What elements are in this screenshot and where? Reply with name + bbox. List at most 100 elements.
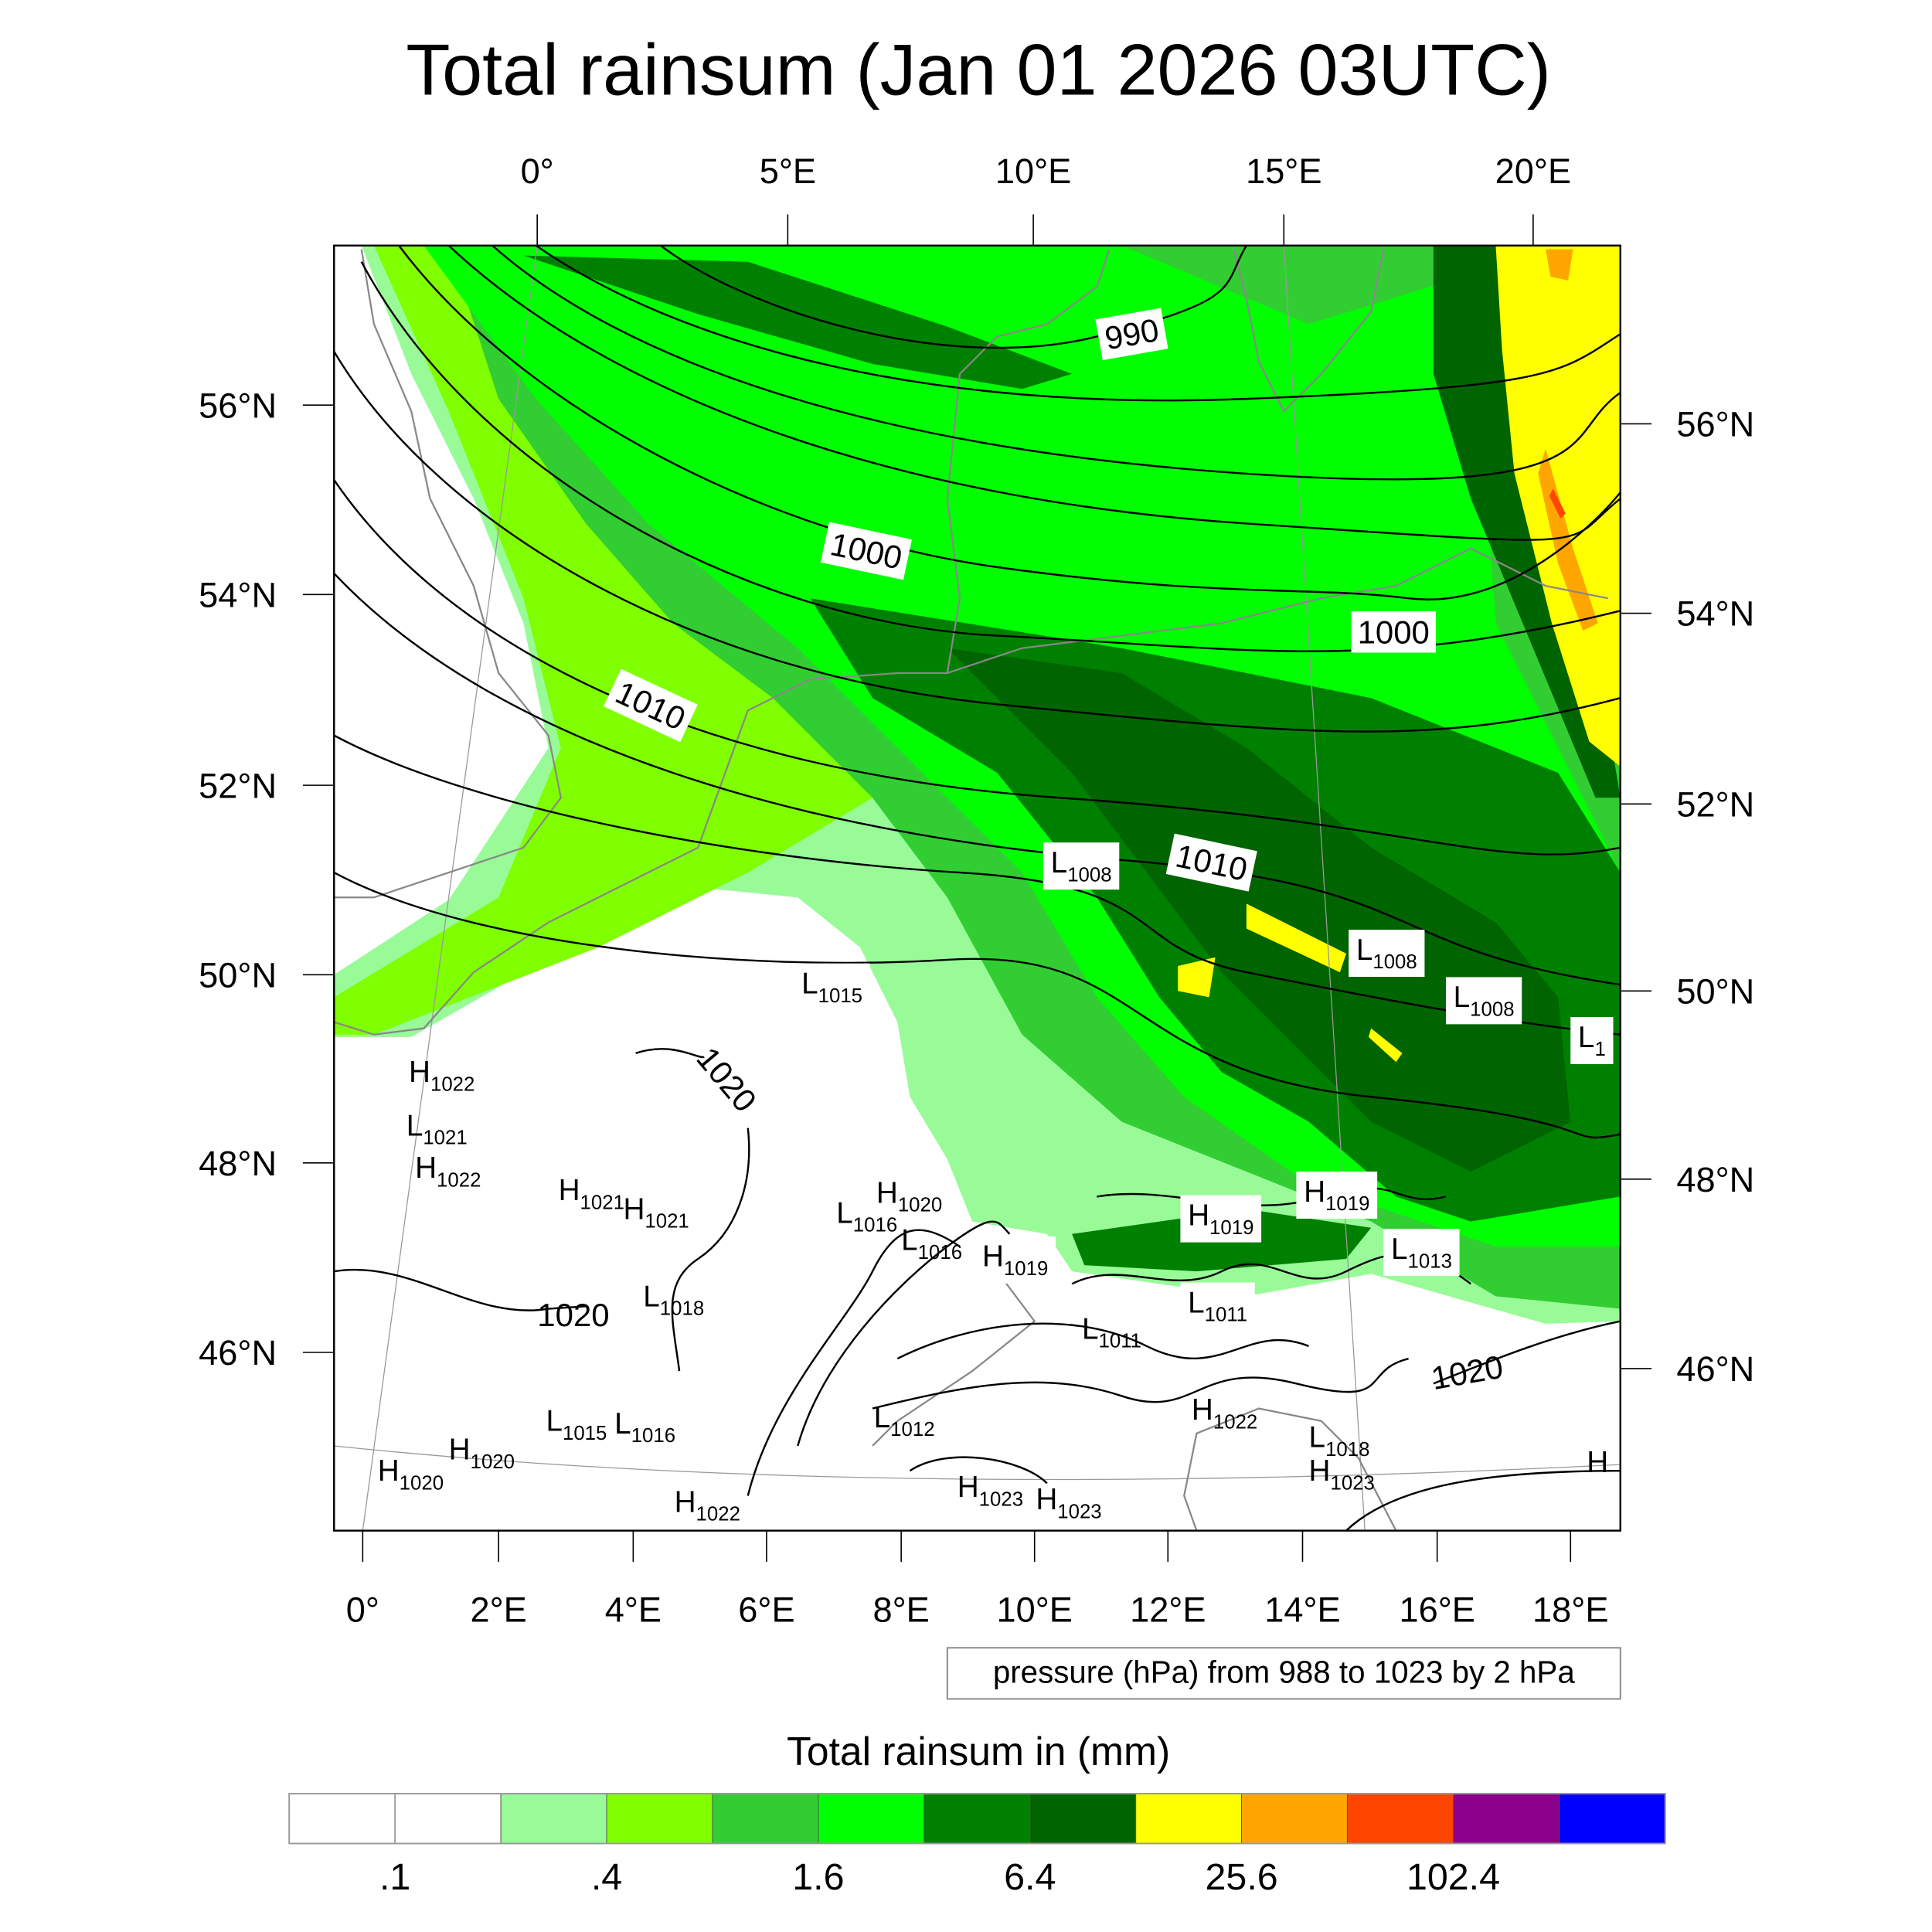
pressure-value: 1016	[631, 1425, 675, 1447]
pressure-type: H	[1587, 1446, 1608, 1479]
colorbar-label: 25.6	[1206, 1856, 1278, 1898]
svg-text:L1012: L1012	[874, 1401, 935, 1440]
pressure-type: L	[1051, 846, 1068, 879]
pressure-type: H	[876, 1176, 898, 1209]
low-pressure-label: L1018	[643, 1280, 704, 1319]
right-lat-label: 46°N	[1676, 1349, 1754, 1389]
svg-text:H1021: H1021	[623, 1192, 689, 1232]
high-pressure-label: H1019	[975, 1236, 1056, 1284]
colorbar-label: 1.6	[792, 1856, 844, 1898]
svg-text:H1019: H1019	[1304, 1175, 1369, 1215]
pressure-type: H	[982, 1240, 1004, 1274]
isobar-value-label: 1000	[1351, 611, 1436, 653]
top-lon-label: 20°E	[1495, 151, 1571, 191]
pressure-type: L	[1454, 981, 1471, 1014]
axis-ticks	[302, 214, 1652, 1562]
bottom-lon-label: 12°E	[1130, 1590, 1206, 1629]
low-pressure-label: L1018	[1309, 1421, 1370, 1461]
pressure-type: H	[1036, 1483, 1057, 1516]
high-pressure-label: H1022	[409, 1056, 474, 1095]
pressure-value: 1018	[660, 1298, 704, 1320]
pressure-type: L	[1309, 1421, 1326, 1454]
bottom-lon-label: 10°E	[997, 1590, 1073, 1629]
high-pressure-label: H1023	[957, 1471, 1023, 1510]
rain-area-12mm	[947, 245, 1621, 1172]
svg-text:H: H	[1587, 1446, 1608, 1479]
left-lat-label: 48°N	[199, 1144, 277, 1183]
bottom-lon-label: 0°	[346, 1590, 379, 1629]
pressure-type: L	[874, 1401, 891, 1434]
low-pressure-label: L1016	[836, 1196, 897, 1236]
pressure-type: H	[1304, 1175, 1325, 1209]
high-pressure-label: H1021	[559, 1174, 624, 1213]
left-lat-label: 54°N	[199, 575, 277, 614]
bottom-lon-label: 16°E	[1399, 1590, 1475, 1629]
pressure-type: H	[1188, 1199, 1209, 1232]
left-lat-label: 46°N	[199, 1333, 277, 1372]
low-pressure-label: L1011	[1082, 1312, 1141, 1352]
pressure-value: 1008	[1372, 951, 1417, 973]
svg-text:L1008: L1008	[1454, 981, 1515, 1020]
colorbar: .1 .4 1.6 6.4 25.6 102.4	[288, 1793, 1666, 1898]
pressure-type: H	[409, 1056, 430, 1089]
low-pressure-label: L1013	[1383, 1229, 1460, 1277]
bottom-lon-label: 8°E	[872, 1590, 929, 1629]
pressure-value: 1016	[853, 1215, 897, 1236]
pressure-type: H	[1192, 1393, 1213, 1427]
pressure-type: L	[901, 1224, 918, 1257]
right-lat-label: 50°N	[1676, 971, 1754, 1011]
pressure-value: 1016	[918, 1242, 962, 1264]
isobar-value-text: 1000	[1358, 614, 1430, 650]
isobar-value-label: 990	[1095, 308, 1168, 361]
rain-area-50mm	[1538, 249, 1598, 631]
svg-text:L1016: L1016	[901, 1224, 962, 1264]
pressure-value: 1022	[696, 1504, 740, 1526]
colorbar-swatch	[1453, 1793, 1560, 1844]
left-lat-label: 50°N	[199, 955, 277, 995]
high-pressure-label: H	[1587, 1446, 1608, 1479]
pressure-value: 1015	[563, 1423, 607, 1444]
pressure-type: L	[801, 967, 818, 1000]
bottom-lon-label: 2°E	[471, 1590, 527, 1629]
low-pressure-label: L1015	[546, 1405, 607, 1444]
svg-text:L1021: L1021	[406, 1109, 468, 1148]
pressure-value: 1011	[1205, 1304, 1247, 1326]
high-pressure-label: H1020	[378, 1454, 444, 1494]
pressure-value: 1011	[1099, 1331, 1141, 1352]
top-lon-label: 10°E	[995, 151, 1071, 191]
high-pressure-label: H1020	[876, 1176, 942, 1216]
pressure-type: H	[449, 1434, 471, 1467]
pressure-value: 1023	[1331, 1472, 1375, 1494]
pressure-value: 1012	[890, 1419, 934, 1440]
pressure-type: L	[1356, 934, 1373, 967]
high-pressure-label: H1022	[1192, 1393, 1257, 1433]
left-lat-label: 56°N	[199, 386, 277, 425]
colorbar-swatch	[923, 1793, 1031, 1844]
pressure-type: H	[623, 1192, 645, 1226]
colorbar-title: Total rainsum in (mm)	[787, 1729, 1170, 1774]
isobar-value-label: 1020	[537, 1297, 609, 1333]
svg-text:L1018: L1018	[643, 1280, 704, 1319]
pressure-type: H	[378, 1454, 400, 1488]
svg-text:H1023: H1023	[1036, 1483, 1101, 1522]
colorbar-swatch	[1029, 1793, 1137, 1844]
svg-text:L1015: L1015	[546, 1405, 607, 1444]
pressure-value: 1021	[580, 1192, 624, 1214]
colorbar-label: 6.4	[1004, 1856, 1056, 1898]
low-pressure-label: L1016	[901, 1224, 962, 1264]
svg-text:H1023: H1023	[1309, 1454, 1375, 1494]
high-pressure-label: H1020	[449, 1434, 515, 1473]
high-pressure-label: H1023	[1036, 1483, 1101, 1522]
low-pressure-label: L1015	[794, 963, 870, 1011]
rain-area-25mm	[1178, 245, 1621, 1063]
bottom-lon-label: 4°E	[605, 1590, 662, 1629]
low-pressure-label: L1008	[1349, 930, 1425, 978]
left-lat-label: 52°N	[199, 766, 277, 805]
pressure-value: 1019	[1325, 1193, 1369, 1215]
low-pressure-label: L1021	[406, 1109, 468, 1148]
pressure-value: 1020	[898, 1195, 942, 1216]
svg-text:L1013: L1013	[1391, 1233, 1452, 1272]
axis-labels: 0° 5°E 10°E 15°E 20°E 56°N 54°N 52°N 50°N 48°N 46°…	[199, 151, 1754, 1629]
top-lon-label: 0°	[521, 151, 554, 191]
colorbar-swatch	[1558, 1793, 1665, 1844]
